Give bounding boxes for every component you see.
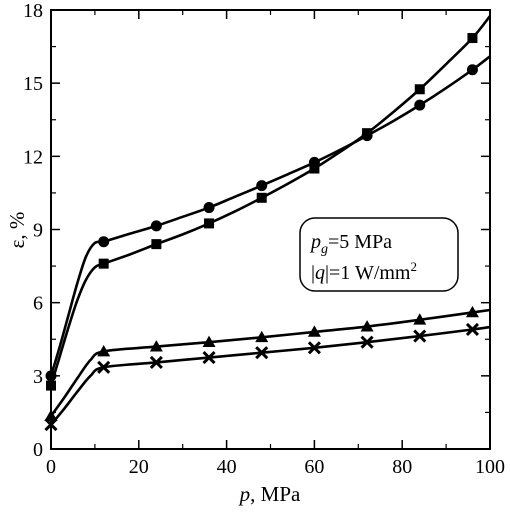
x-axis-unit: , MPa [250, 482, 301, 506]
point-cross-stroke [202, 350, 216, 365]
point-square [467, 33, 478, 44]
x-tick-label: 20 [129, 456, 149, 478]
point-cross-stroke [307, 341, 321, 355]
annotation-line-flux: |q|=1 W/mm2 [311, 259, 417, 284]
annotation-flux-sup: 2 [410, 259, 417, 274]
series-line-circle [49, 55, 491, 377]
axis-ticks [50, 9, 491, 450]
tick-labels: 0 20 40 60 80 100 0 3 6 9 12 15 18 [23, 0, 505, 478]
point-circle [414, 99, 426, 111]
point-square [204, 218, 215, 229]
point-circle [150, 220, 162, 232]
point-cross [465, 322, 480, 337]
point-cross-stroke [97, 360, 111, 374]
point-cross [307, 341, 321, 355]
x-axis-var: p [238, 482, 251, 506]
point-square [151, 239, 162, 250]
annotation-line-pressure: pg=5 MPa [309, 231, 392, 257]
series-line-triangle [49, 308, 491, 417]
point-triangle [307, 325, 321, 337]
point-square [362, 128, 373, 139]
point-cross [97, 360, 111, 374]
point-circle [203, 202, 215, 214]
y-axis-label: ε, % [5, 212, 29, 249]
x-tick-label: 60 [304, 456, 324, 478]
point-triangle [149, 340, 163, 352]
series-markers [44, 33, 480, 432]
point-cross [202, 350, 216, 365]
y-tick-label: 12 [23, 146, 43, 168]
point-triangle [413, 313, 427, 325]
x-tick-label: 40 [217, 456, 237, 478]
x-axis-label: p, MPa [238, 482, 301, 506]
point-triangle [255, 330, 269, 343]
point-cross-stroke [360, 335, 374, 349]
annotation-frame [299, 217, 459, 292]
point-square [414, 84, 425, 95]
annotation-pressure-sub: g [321, 242, 328, 257]
point-triangle [202, 335, 216, 348]
point-square [256, 192, 267, 203]
point-circle [98, 236, 110, 248]
point-cross-stroke [465, 322, 480, 337]
point-square [309, 163, 320, 174]
annotation-pressure-value: =5 MPa [328, 231, 392, 253]
point-cross-stroke [149, 355, 163, 369]
x-tick-label: 0 [46, 456, 56, 478]
point-circle [256, 180, 268, 192]
point-circle [466, 64, 478, 76]
point-triangle [97, 344, 111, 357]
point-cross [255, 346, 269, 360]
annotation-flux-pre: | [311, 262, 315, 284]
annotation-box: pg=5 MPa |q|=1 W/mm2 [299, 217, 459, 292]
y-tick-label: 9 [33, 220, 43, 242]
y-tick-label: 18 [23, 0, 43, 22]
x-tick-label: 100 [475, 456, 505, 478]
y-tick-label: 6 [33, 293, 43, 315]
annotation-pressure-var: p [309, 231, 321, 253]
point-cross-stroke [255, 346, 269, 360]
point-triangle [465, 305, 479, 318]
point-square [98, 258, 109, 269]
point-cross-stroke [413, 329, 427, 343]
point-cross [149, 355, 163, 369]
y-tick-label: 3 [33, 366, 43, 388]
point-triangle [360, 320, 374, 332]
annotation-flux-var: q [315, 262, 325, 284]
y-tick-label: 0 [33, 439, 43, 461]
point-cross [413, 329, 427, 343]
x-tick-label: 80 [392, 456, 412, 478]
series-line-square [49, 15, 492, 386]
annotation-flux-value: |=1 W/mm [325, 262, 411, 284]
y-tick-label: 15 [23, 73, 43, 95]
point-cross [360, 335, 374, 349]
